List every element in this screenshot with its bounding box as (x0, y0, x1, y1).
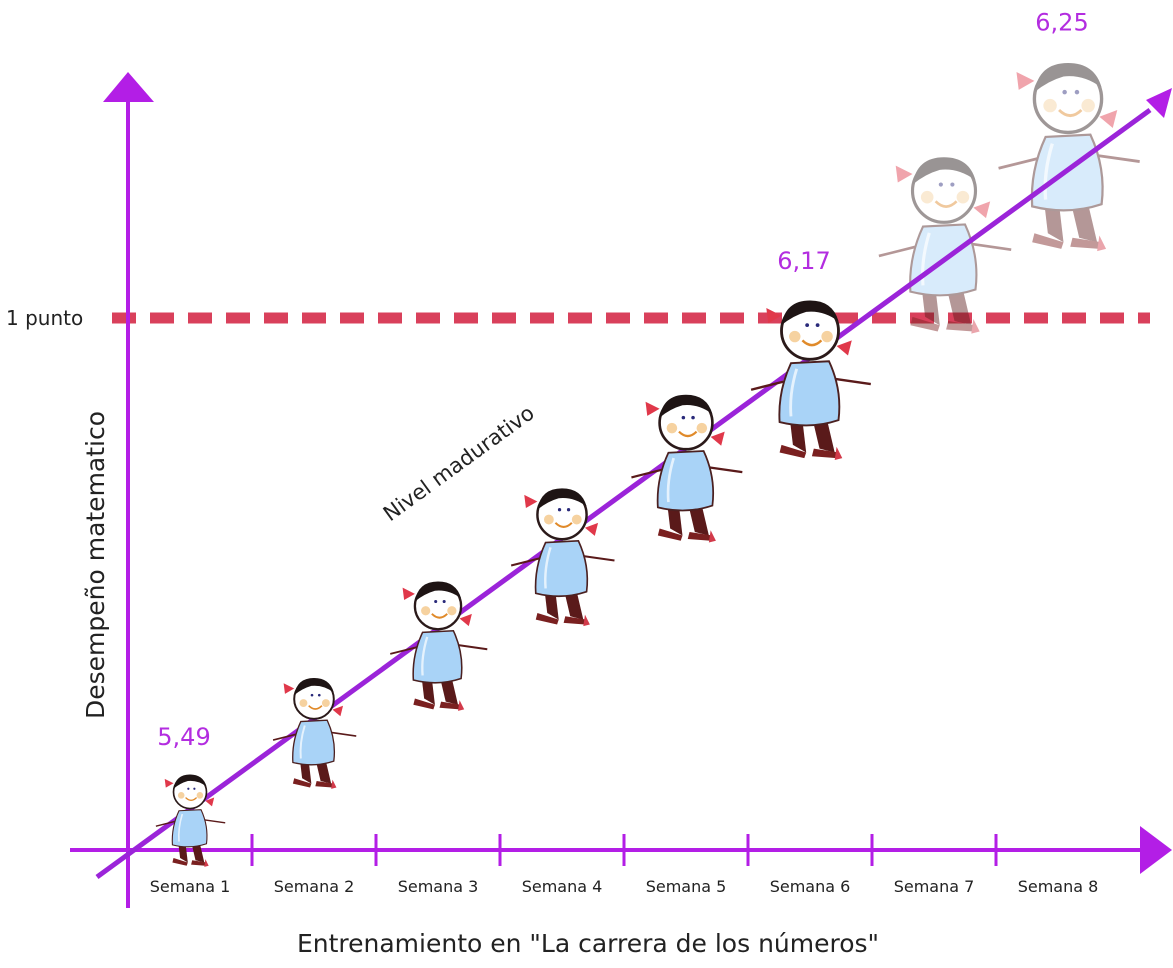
girl-figure-icon (877, 155, 1013, 336)
x-tick-label: Semana 3 (398, 877, 479, 896)
x-tick-label: Semana 4 (522, 877, 603, 896)
x-tick-label: Semana 8 (1018, 877, 1099, 896)
x-tick-label: Semana 1 (150, 877, 231, 896)
trend-line (95, 107, 1152, 880)
y-axis-arrow (103, 72, 154, 102)
girl-figure-icon (996, 61, 1142, 253)
x-axis-arrow (1140, 826, 1172, 874)
value-annotation: 5,49 (157, 723, 210, 751)
trend-label: Nivel madurativo (379, 401, 539, 526)
x-tick-label: Semana 2 (274, 877, 355, 896)
x-tick-label: Semana 7 (894, 877, 975, 896)
value-annotation: 6,17 (777, 247, 830, 275)
trend-line-arrow (1146, 88, 1172, 118)
x-tick-label: Semana 6 (770, 877, 851, 896)
y-axis-label: Desempeño matematico (81, 411, 110, 719)
reference-line-label: 1 punto (6, 306, 83, 330)
value-annotation: 6,25 (1035, 8, 1088, 36)
x-tick-label: Semana 5 (646, 877, 727, 896)
x-axis-label: Entrenamiento en "La carrera de los núme… (297, 929, 879, 958)
